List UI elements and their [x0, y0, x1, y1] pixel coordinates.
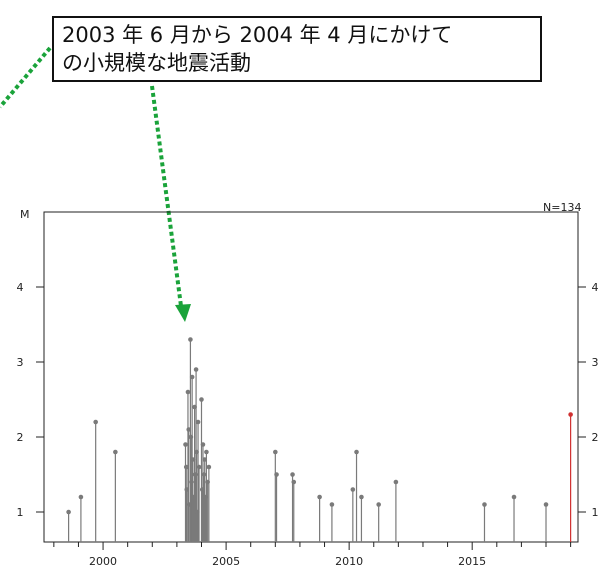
pointer-arrowhead [175, 304, 191, 322]
stem-point [206, 464, 212, 470]
stem-point [66, 509, 71, 515]
ticks: 2000 2005 2010 2015 1 1 2 2 3 3 4 4 [17, 281, 599, 568]
stem-point [193, 367, 199, 372]
stem-point [203, 494, 208, 500]
stem-point [350, 487, 356, 492]
stem-point [290, 472, 295, 477]
stem-point [204, 449, 209, 455]
x-tick-label: 2015 [458, 555, 486, 568]
stems [66, 337, 573, 542]
stem-point [93, 419, 98, 425]
stem-point [273, 449, 278, 455]
stem-point [482, 502, 487, 507]
y-tick-label-right: 1 [592, 506, 599, 519]
stem-point [78, 494, 84, 500]
y-tick-label: 1 [17, 506, 24, 519]
stem-point [196, 464, 202, 470]
stem-point [543, 502, 549, 507]
stem-point [199, 397, 204, 402]
y-tick-label-right: 4 [592, 281, 599, 294]
pointer-arrow-left [0, 46, 52, 109]
stem-point [376, 502, 381, 507]
stem-point [568, 412, 573, 417]
y-tick-label-right: 2 [592, 431, 599, 444]
stem-point [183, 442, 188, 447]
stem-point [188, 337, 193, 342]
stem-point [511, 494, 517, 500]
stem-point [274, 472, 279, 477]
annotation-box: 2003 年 6 月から 2004 年 4 月にかけて の小規模な地震活動 [52, 16, 542, 82]
y-tick-label-right: 3 [592, 356, 599, 369]
stem-point [329, 502, 335, 507]
stem-point [113, 449, 118, 455]
annotation-line-1: 2003 年 6 月から 2004 年 4 月にかけて [62, 23, 453, 47]
pointer-arrow [150, 85, 183, 307]
plot-frame [43, 211, 579, 543]
stem-point [189, 374, 195, 380]
x-tick-label: 2000 [89, 555, 117, 568]
y-axis-label: M [20, 208, 30, 221]
stem-point [393, 479, 399, 485]
y-tick-label: 3 [17, 356, 24, 369]
x-tick-label: 2010 [335, 555, 363, 568]
stem-point [201, 472, 207, 477]
x-tick-label: 2005 [212, 555, 240, 568]
y-tick-label: 4 [17, 281, 24, 294]
stem-point [200, 442, 206, 447]
count-label: N=134 [543, 201, 581, 214]
stem-point [185, 389, 191, 395]
stem-point [359, 494, 364, 500]
stem-point [291, 479, 297, 485]
stem-point [317, 494, 322, 500]
stem-point [195, 419, 201, 425]
annotation-line-2: の小規模な地震活動 [62, 51, 251, 75]
stem-point [354, 449, 359, 455]
y-tick-label: 2 [17, 431, 24, 444]
